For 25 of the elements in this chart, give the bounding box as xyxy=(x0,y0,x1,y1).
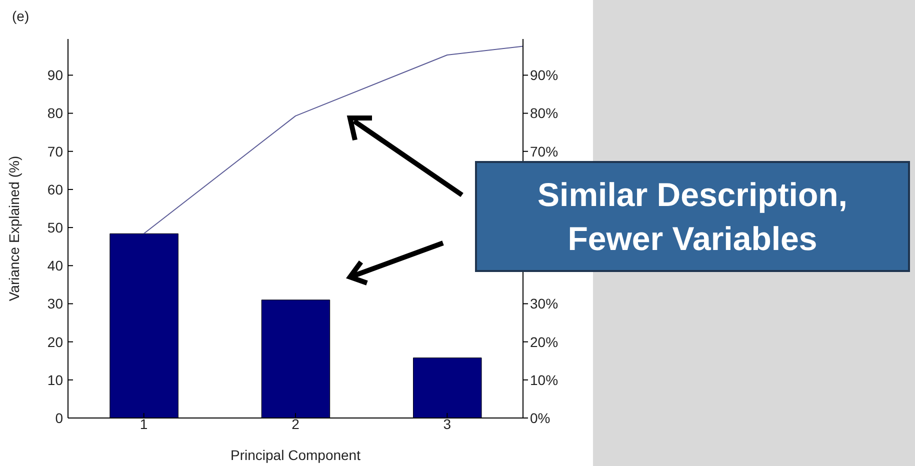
line-series xyxy=(143,46,523,234)
y2-tick-label: 10% xyxy=(530,372,558,388)
y2-tick-label: 80% xyxy=(530,105,558,122)
x-tick-label: 1 xyxy=(140,416,148,432)
y-tick-label: 60 xyxy=(47,181,64,198)
y-tick-label: 20 xyxy=(47,334,64,350)
y-tick-label: 70 xyxy=(47,143,64,160)
y-tick-label: 0 xyxy=(55,410,64,426)
text: (e) xyxy=(12,8,30,24)
x-axis-title: Principal Component xyxy=(230,447,361,463)
y-tick-label: 40 xyxy=(47,258,64,274)
text-box: Similar Description, Fewer Variables xyxy=(475,161,910,272)
y2-tick-label: 0% xyxy=(530,410,550,426)
y2-tick-label: 30% xyxy=(530,296,558,312)
y-tick-label: 80 xyxy=(47,105,64,122)
y-tick-label: 10 xyxy=(47,372,64,388)
y2-tick-label: 20% xyxy=(530,334,558,350)
y-tick-label: 90 xyxy=(47,67,64,84)
y-tick-label: 30 xyxy=(47,296,64,312)
x-tick-label: 2 xyxy=(292,416,300,432)
y2-tick-label: 70% xyxy=(530,143,558,160)
y2-tick-label: 90% xyxy=(530,67,558,84)
y-tick-label: 50 xyxy=(47,220,64,236)
x-tick-label: 3 xyxy=(443,416,452,432)
y-axis-title: Variance Explained (%) xyxy=(6,156,22,302)
